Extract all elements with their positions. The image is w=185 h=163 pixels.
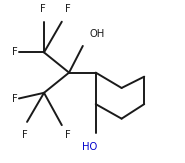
Text: F: F (65, 130, 70, 140)
Text: F: F (40, 4, 46, 14)
Text: F: F (12, 47, 17, 57)
Text: F: F (65, 4, 70, 14)
Text: F: F (22, 130, 28, 140)
Text: F: F (12, 94, 17, 104)
Text: OH: OH (89, 30, 105, 39)
Text: HO: HO (82, 142, 97, 152)
